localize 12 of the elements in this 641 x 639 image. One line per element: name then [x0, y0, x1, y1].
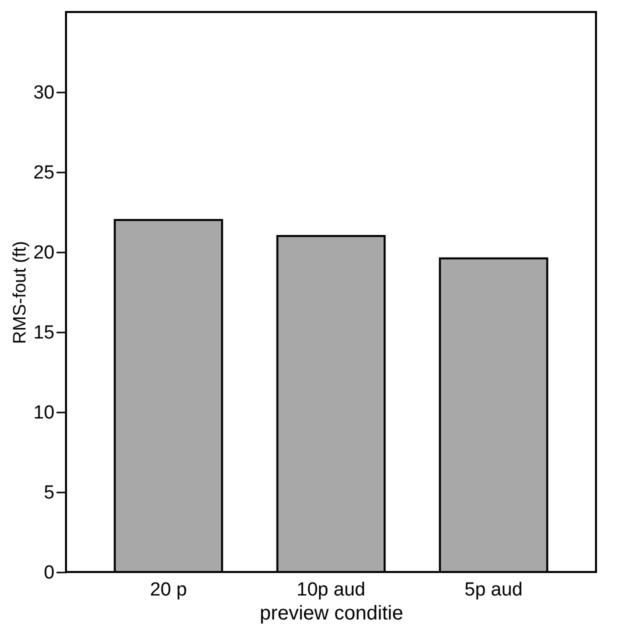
x-tick-label: 20 p	[150, 580, 187, 600]
y-axis-title: RMS-fout (ft)	[9, 240, 30, 344]
x-tick-label: 5p aud	[464, 580, 523, 600]
x-tick-label: 10p aud	[296, 580, 366, 600]
y-tick-label: 30	[33, 82, 54, 104]
y-tick-label: 20	[33, 242, 54, 264]
y-tick-label: 10	[33, 402, 54, 424]
x-axis-title: preview conditie	[260, 602, 404, 624]
y-tick-label: 0	[44, 562, 54, 584]
y-tick-label: 15	[33, 322, 54, 344]
y-tick-label: 5	[44, 482, 54, 504]
y-tick-label: 25	[33, 162, 54, 184]
